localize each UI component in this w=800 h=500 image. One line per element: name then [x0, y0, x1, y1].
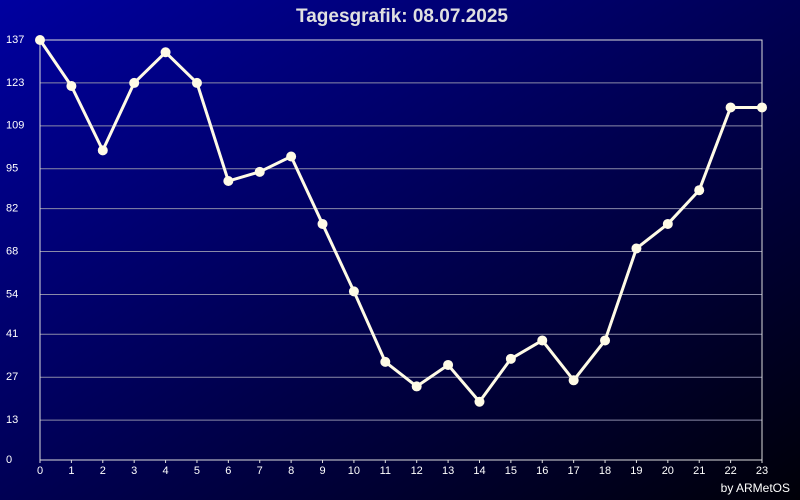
y-tick-label: 95 [6, 163, 18, 175]
data-point [537, 335, 548, 346]
y-tick-label: 0 [6, 454, 12, 466]
x-tick-label: 16 [536, 465, 548, 477]
data-point [443, 359, 454, 370]
x-tick-label: 21 [693, 465, 705, 477]
y-tick-label: 54 [6, 288, 18, 300]
x-tick-label: 22 [724, 465, 736, 477]
x-tick-label: 0 [37, 465, 43, 477]
x-tick-label: 20 [662, 465, 674, 477]
x-tick-label: 19 [630, 465, 642, 477]
data-point [631, 243, 642, 254]
data-point [380, 356, 391, 367]
x-tick-label: 4 [163, 465, 169, 477]
x-tick-label: 10 [348, 465, 360, 477]
data-point [474, 396, 485, 407]
x-tick-label: 7 [257, 465, 263, 477]
data-point [35, 35, 45, 45]
x-tick-label: 9 [319, 465, 325, 477]
data-point [317, 218, 328, 229]
data-point [568, 375, 579, 386]
x-tick-label: 15 [505, 465, 517, 477]
y-tick-label: 41 [6, 328, 18, 340]
data-point [725, 102, 736, 113]
data-point [223, 176, 234, 187]
x-tick-label: 23 [756, 465, 768, 477]
x-tick-label: 2 [100, 465, 106, 477]
y-tick-label: 123 [6, 77, 24, 89]
data-line [38, 39, 762, 404]
x-tick-label: 12 [411, 465, 423, 477]
data-point [411, 381, 422, 392]
x-tick-label: 11 [380, 465, 391, 477]
footer: by ARMetOS [721, 481, 790, 495]
data-point [662, 218, 673, 229]
data-point [254, 166, 265, 177]
data-point [694, 185, 705, 196]
x-tick-label: 3 [131, 465, 137, 477]
data-point [757, 102, 767, 113]
plot-frame [39, 39, 763, 461]
x-tick-label: 13 [442, 465, 454, 477]
y-tick-label: 82 [6, 203, 18, 215]
data-point [286, 151, 297, 162]
data-point [97, 145, 108, 156]
y-tick-label: 109 [6, 120, 24, 132]
data-point [600, 335, 611, 346]
data-point [348, 286, 359, 297]
x-tick-label: 17 [568, 465, 580, 477]
x-tick-label: 18 [599, 465, 611, 477]
chart-title: Tagesgrafik: 08.07.2025 [296, 6, 508, 27]
x-tick-label: 14 [473, 465, 485, 477]
data-point [505, 353, 516, 364]
x-tick-label: 8 [288, 465, 294, 477]
x-tick-label: 1 [68, 465, 74, 477]
y-tick-label: 137 [6, 34, 24, 46]
x-tick-label: 6 [225, 465, 231, 477]
y-tick-label: 13 [6, 414, 18, 426]
data-point [66, 80, 77, 91]
x-tick-label: 5 [194, 465, 200, 477]
y-tick-label: 27 [6, 371, 18, 383]
data-point [129, 77, 140, 88]
y-tick-label: 68 [6, 245, 18, 257]
data-point [191, 77, 202, 88]
data-point [160, 47, 171, 58]
